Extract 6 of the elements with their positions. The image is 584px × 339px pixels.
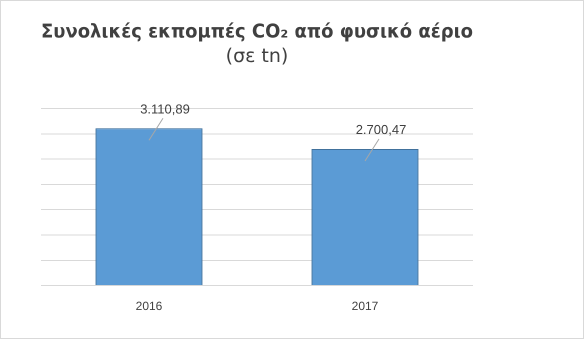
- x-tick-label: 2016: [136, 299, 163, 314]
- chart-subtitle: (σε tn): [226, 45, 288, 68]
- data-label: 3.110,89: [140, 101, 190, 116]
- chart-title: Συνολικές εκπομπές CO₂ από φυσικό αέριο: [41, 20, 473, 42]
- x-tick-label: 2017: [352, 299, 379, 314]
- data-label: 2.700,47: [356, 122, 406, 138]
